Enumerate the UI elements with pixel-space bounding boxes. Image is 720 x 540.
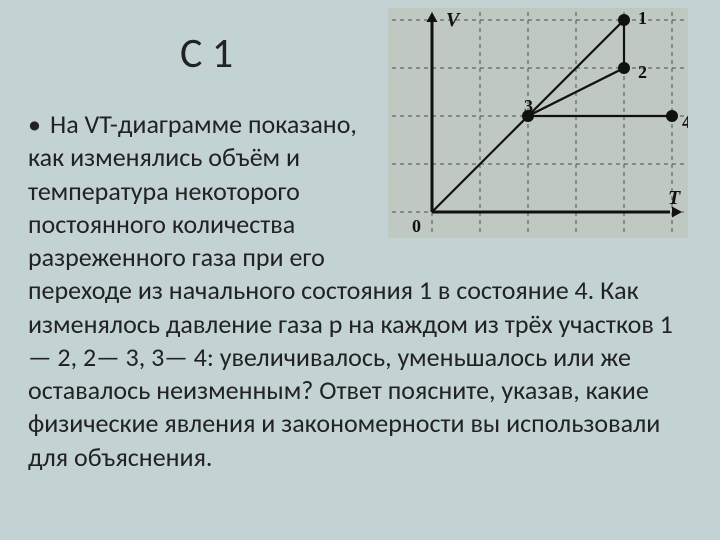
svg-text:1: 1 [638, 8, 647, 28]
page-title: С 1 [180, 28, 233, 79]
problem-text: •На VT-диаграмме показано, как изменялис… [28, 108, 692, 474]
svg-text:2: 2 [638, 62, 647, 82]
text-wrap-spacer [372, 108, 692, 248]
svg-text:V: V [446, 9, 461, 31]
bullet-icon: • [28, 108, 50, 141]
